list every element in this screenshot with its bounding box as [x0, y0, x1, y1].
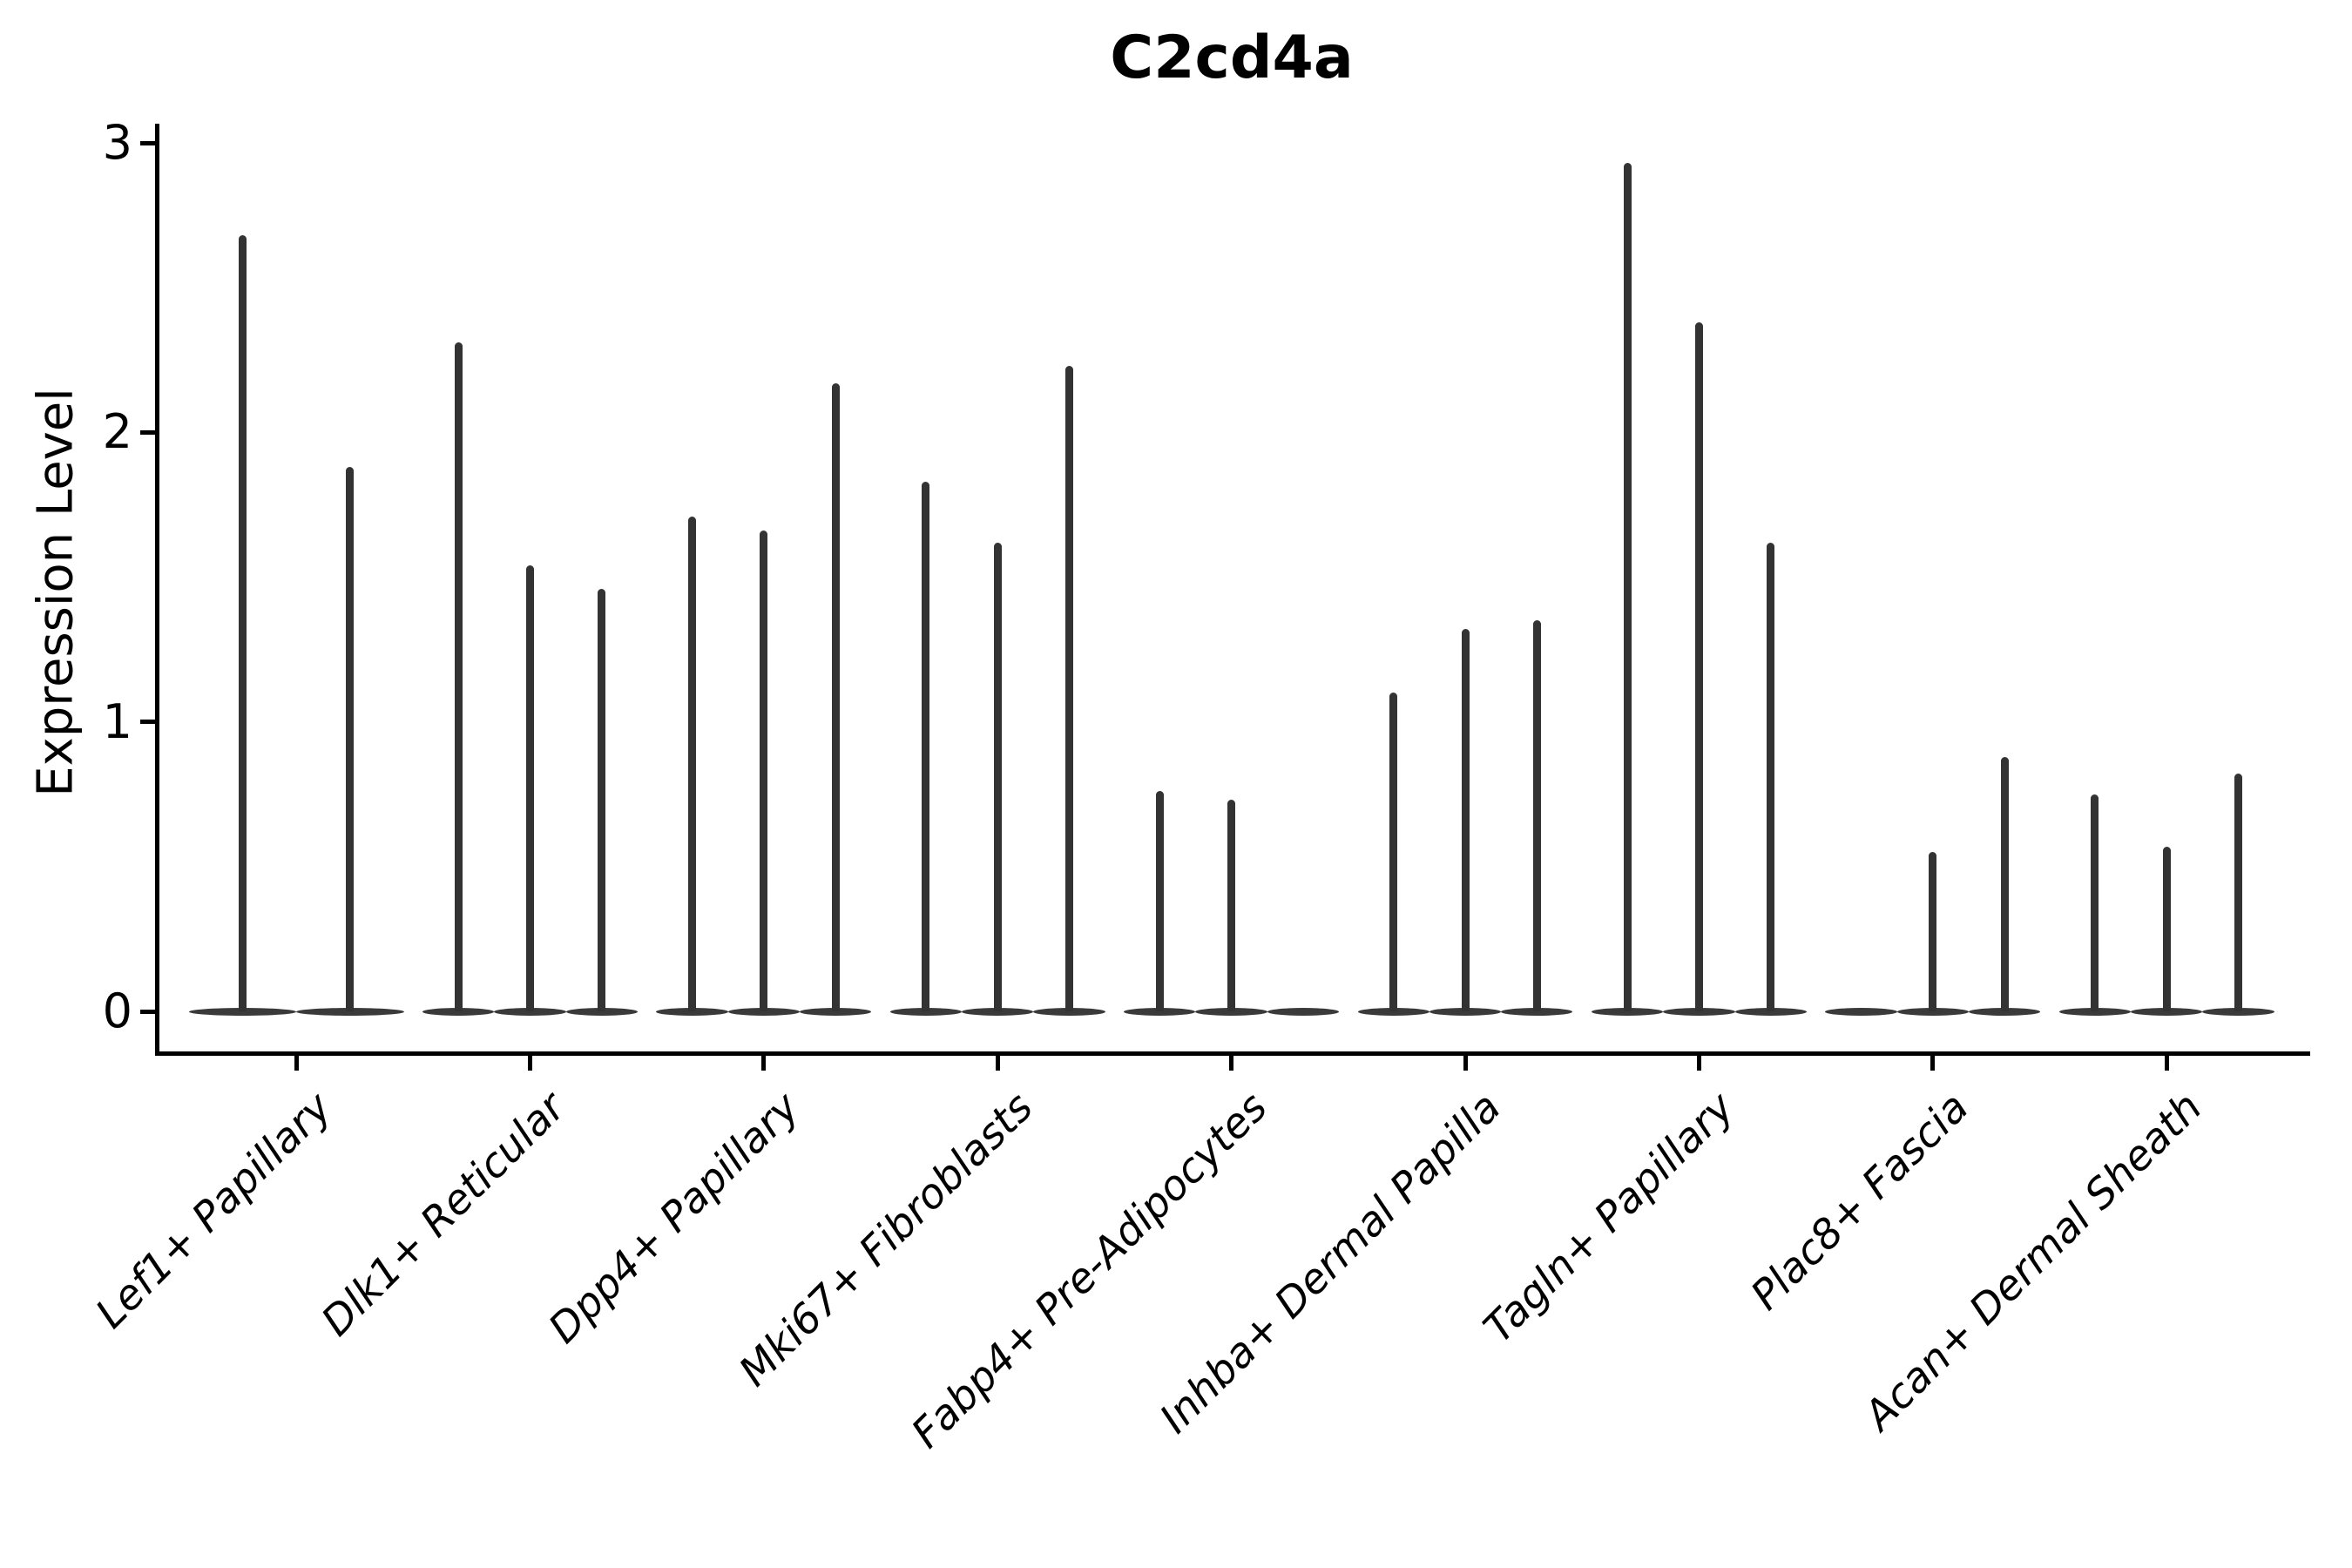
y-tick-mark: [140, 429, 155, 435]
violin-base: [962, 1007, 1034, 1016]
violin-base: [1267, 1007, 1340, 1016]
violin-spike: [760, 531, 768, 1011]
violin-base: [1033, 1007, 1105, 1016]
violin-base: [296, 1007, 404, 1016]
violin-base: [1663, 1007, 1735, 1016]
y-tick-mark: [140, 720, 155, 725]
y-axis-spine: [155, 124, 159, 1056]
violin-spike: [1694, 322, 1703, 1011]
violin-spike: [1065, 365, 1074, 1011]
violin-spike: [1461, 629, 1470, 1011]
x-tick-mark: [1696, 1056, 1701, 1071]
violin-spike: [687, 516, 696, 1011]
violin-base: [799, 1007, 872, 1016]
violin-base: [565, 1007, 638, 1016]
violin-spike: [346, 467, 355, 1011]
violin-base: [494, 1007, 566, 1016]
violin-spike: [598, 588, 606, 1011]
violin-spike: [1532, 620, 1541, 1011]
violin-base: [1124, 1007, 1196, 1016]
violin-spike: [454, 342, 463, 1011]
violin-spike: [2162, 846, 2171, 1011]
y-tick-label: 0: [102, 983, 132, 1038]
x-tick-mark: [1229, 1056, 1234, 1071]
violin-base: [1968, 1007, 2041, 1016]
violin-base: [1734, 1007, 1807, 1016]
x-tick-mark: [995, 1056, 1000, 1071]
violin-spike: [922, 481, 930, 1011]
violin-base: [1591, 1007, 1664, 1016]
y-tick-label: 2: [102, 404, 132, 460]
violin-base: [2202, 1007, 2274, 1016]
y-tick-mark: [140, 140, 155, 145]
x-tick-mark: [527, 1056, 532, 1071]
violin-base: [1896, 1007, 1969, 1016]
violin-spike: [2091, 794, 2099, 1011]
violin-spike: [831, 382, 840, 1011]
chart-title: C2cd4a: [1110, 24, 1354, 92]
x-tick-mark: [2164, 1056, 2169, 1071]
violin-spike: [993, 542, 1002, 1011]
violin-base: [2131, 1007, 2203, 1016]
violin-base: [188, 1007, 296, 1016]
violin-spike: [1623, 163, 1632, 1011]
violin-base: [727, 1007, 800, 1016]
y-tick-label: 3: [102, 115, 132, 170]
violin-base: [1501, 1007, 1573, 1016]
violin-spike: [2000, 756, 2009, 1011]
violin-spike: [238, 235, 247, 1011]
y-tick-mark: [140, 1009, 155, 1014]
violin-base: [889, 1007, 963, 1016]
x-tick-mark: [1463, 1056, 1468, 1071]
x-axis-spine: [155, 1051, 2310, 1056]
violin-base: [2058, 1007, 2132, 1016]
violin-base: [1195, 1007, 1267, 1016]
violin-base: [422, 1007, 495, 1016]
violin-base: [656, 1007, 728, 1016]
violin-spike: [1227, 800, 1236, 1011]
violin-spike: [1767, 542, 1775, 1011]
violin-spike: [1155, 791, 1164, 1011]
y-tick-label: 1: [102, 693, 132, 749]
x-tick-mark: [761, 1056, 767, 1071]
violin-spike: [1929, 852, 1937, 1011]
x-tick-mark: [1930, 1056, 1936, 1071]
x-tick-mark: [294, 1056, 299, 1071]
violin-base: [1429, 1007, 1502, 1016]
violin-base: [1825, 1007, 1897, 1016]
violin-spike: [1389, 693, 1398, 1011]
violin-base: [1357, 1007, 1429, 1016]
violin-spike: [525, 565, 534, 1011]
violin-spike: [2234, 774, 2243, 1011]
